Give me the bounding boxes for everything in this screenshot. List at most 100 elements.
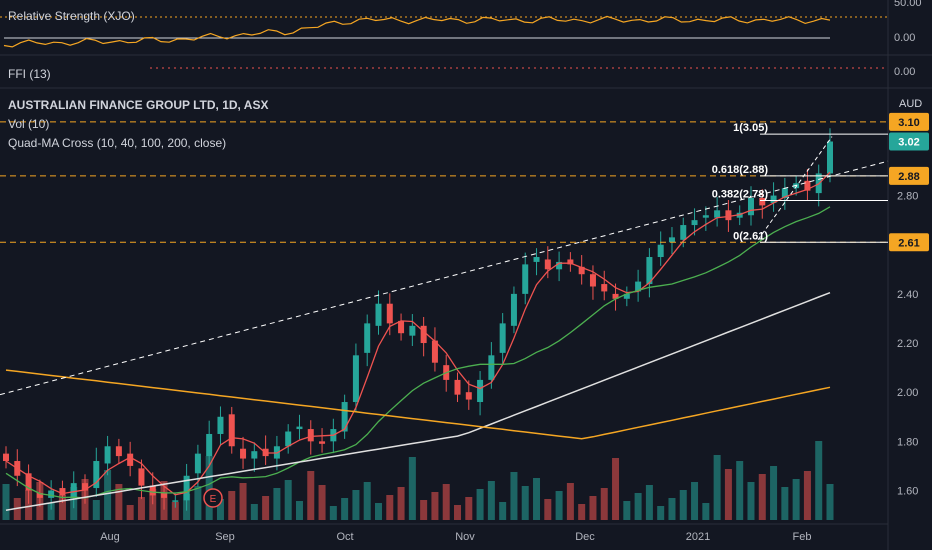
candle-body <box>680 225 687 240</box>
volume-bar <box>454 505 462 520</box>
rs-tick: 0.00 <box>894 32 915 44</box>
price-tick: 1.80 <box>897 436 918 448</box>
candle-body <box>465 392 472 400</box>
price-tick: 2.40 <box>897 289 918 301</box>
candle-body <box>36 492 43 498</box>
candle-body <box>522 264 529 294</box>
candle-body <box>714 210 721 218</box>
volume-bar <box>216 499 224 520</box>
volume-bar <box>600 488 608 520</box>
fib-level-label: 0(2.61) <box>733 230 768 242</box>
candle-body <box>454 379 461 395</box>
candle-body <box>217 416 224 434</box>
volume-bar <box>736 461 744 520</box>
candle-body <box>93 461 100 489</box>
candle-body <box>228 414 235 447</box>
volume-bar <box>521 486 529 520</box>
candle-body <box>398 320 405 334</box>
price-tick: 2.20 <box>897 338 918 350</box>
rs-line <box>3 15 831 48</box>
volume-bar <box>341 498 349 520</box>
volume-bar <box>691 482 699 520</box>
ma10-line <box>5 171 831 496</box>
candle-body <box>352 355 359 403</box>
candle-body <box>702 215 709 218</box>
volume-bar <box>104 470 112 520</box>
candle-body <box>296 426 303 430</box>
candle-body <box>3 453 9 462</box>
candle-body <box>589 274 596 287</box>
volume-bar <box>826 484 834 520</box>
price-tick: 2.00 <box>897 387 918 399</box>
candle-body <box>285 431 292 447</box>
volume-bar <box>634 493 642 520</box>
price-badge <box>889 132 929 151</box>
candle-body <box>172 500 179 502</box>
candle-body <box>612 293 619 299</box>
candle-body <box>319 441 326 444</box>
candle-body <box>668 237 675 243</box>
candle-body <box>161 492 168 498</box>
candle-body <box>510 293 517 326</box>
volume-bar <box>115 484 123 520</box>
price-badge <box>889 233 929 252</box>
volume-bar <box>589 496 597 520</box>
price-badge <box>889 112 929 131</box>
candle-body <box>375 303 382 326</box>
volume-bar <box>465 497 473 520</box>
earnings-marker <box>203 488 223 508</box>
volume-bar <box>487 481 495 520</box>
candle-body <box>48 490 55 498</box>
volume-bar <box>476 489 484 520</box>
candle-body <box>104 446 111 464</box>
candle-body <box>194 453 201 474</box>
fib-level-label: 1(3.05) <box>733 122 768 134</box>
volume-bar <box>307 471 315 520</box>
candle-body <box>827 141 833 174</box>
volume-bar <box>295 501 303 520</box>
price-badge-text: 2.88 <box>898 171 919 183</box>
price-badge-text: 2.61 <box>898 237 919 249</box>
date-tick: Oct <box>336 531 353 543</box>
candle-body <box>25 473 32 491</box>
volume-bar <box>363 482 371 520</box>
main-title: AUSTRALIAN FINANCE GROUP LTD, 1D, ASX <box>8 98 269 112</box>
candle-body <box>556 261 563 270</box>
volume-bar <box>623 501 631 520</box>
candle-body <box>240 448 247 459</box>
fib-level-label: 0.618(2.88) <box>712 164 769 176</box>
volume-bar <box>612 458 620 520</box>
trend-line <box>0 160 889 396</box>
volume-bar <box>250 504 258 520</box>
candle-body <box>127 453 134 466</box>
volume-bar <box>724 469 732 520</box>
volume-bar <box>352 490 360 520</box>
volume-bar <box>431 492 439 520</box>
price-tick: 1.60 <box>897 486 918 498</box>
volume-bar <box>126 505 134 520</box>
volume-bar <box>578 504 586 520</box>
candle-body <box>149 485 156 496</box>
date-tick: Sep <box>215 531 235 543</box>
candle-body <box>251 451 258 459</box>
volume-bar <box>408 457 416 520</box>
volume-bar <box>318 485 326 520</box>
volume-bar <box>442 484 450 520</box>
candle-body <box>567 259 574 265</box>
candle-body <box>601 284 608 292</box>
volume-bar <box>668 498 676 520</box>
candle-body <box>138 468 145 486</box>
volume-bar <box>239 483 247 520</box>
price-badge-text: 3.10 <box>898 117 919 129</box>
volume-bar <box>228 491 236 520</box>
candle-body <box>725 210 732 221</box>
volume-bar <box>284 480 292 520</box>
volume-bar <box>397 487 405 520</box>
earnings-marker-label: E <box>210 494 217 505</box>
ma40-line <box>5 206 831 499</box>
candle-body <box>544 259 551 270</box>
candle-body <box>341 402 348 432</box>
currency-label: AUD <box>899 98 923 110</box>
volume-bar <box>58 495 66 520</box>
